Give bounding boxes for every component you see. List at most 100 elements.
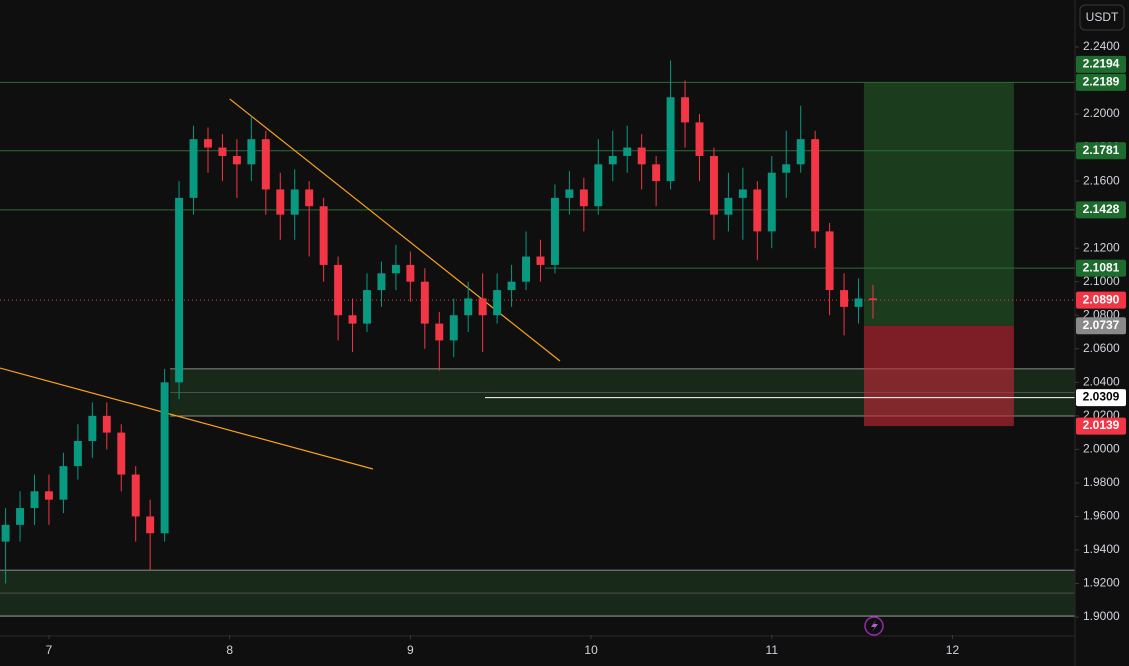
trend-line bbox=[0, 367, 374, 470]
price-label: 2.2194 bbox=[1083, 57, 1120, 71]
candle-body bbox=[840, 290, 849, 307]
price-label: 2.1081 bbox=[1083, 260, 1120, 274]
y-tick-label: 2.0400 bbox=[1083, 374, 1120, 388]
candle-body bbox=[348, 315, 357, 324]
candle-body bbox=[464, 298, 473, 316]
replay-icon[interactable] bbox=[864, 616, 884, 636]
candle-body bbox=[608, 155, 617, 165]
price-label: 2.0309 bbox=[1083, 390, 1120, 404]
candle-body bbox=[738, 189, 747, 198]
candle-body bbox=[16, 508, 25, 525]
candle-body bbox=[550, 197, 559, 265]
candle-body bbox=[117, 432, 126, 475]
candle-body bbox=[73, 440, 82, 467]
candle-body bbox=[536, 256, 545, 265]
candle-body bbox=[189, 139, 198, 198]
price-label: 2.2189 bbox=[1083, 75, 1120, 89]
candle-body bbox=[796, 139, 805, 165]
candle-body bbox=[782, 164, 791, 173]
price-label-box bbox=[1076, 142, 1126, 160]
candle-body bbox=[565, 189, 574, 198]
candle-body bbox=[391, 264, 400, 274]
candle-body bbox=[493, 290, 502, 316]
candle-body bbox=[218, 147, 227, 156]
candle-body bbox=[695, 122, 704, 156]
candle-body bbox=[637, 147, 646, 165]
y-tick-label: 2.1200 bbox=[1083, 240, 1120, 254]
candle-body bbox=[478, 298, 487, 316]
candle-body bbox=[247, 139, 256, 165]
price-label-box bbox=[1076, 259, 1126, 277]
y-tick-label: 2.0600 bbox=[1083, 341, 1120, 355]
y-tick-label: 1.9400 bbox=[1083, 542, 1120, 556]
candle-body bbox=[435, 323, 444, 341]
price-label-box bbox=[1076, 417, 1126, 435]
candle-body bbox=[88, 415, 97, 441]
price-label-box bbox=[1076, 317, 1126, 335]
profit-zone bbox=[863, 82, 1014, 326]
x-tick-label: 8 bbox=[226, 643, 233, 657]
price-label-box bbox=[1076, 73, 1126, 91]
candle-body bbox=[449, 315, 458, 341]
candle-body bbox=[290, 189, 299, 215]
candle-body bbox=[652, 164, 661, 182]
trend-line bbox=[229, 98, 561, 362]
candle-body bbox=[420, 281, 429, 324]
candle-body bbox=[666, 97, 675, 182]
y-tick-label: 1.9800 bbox=[1083, 475, 1120, 489]
candle-body bbox=[102, 415, 111, 433]
candle-body bbox=[319, 206, 328, 265]
candle-body bbox=[811, 139, 820, 232]
candle-body bbox=[175, 197, 184, 383]
price-label: 2.1428 bbox=[1083, 202, 1120, 216]
y-tick-label: 1.9000 bbox=[1083, 609, 1120, 623]
candle-body bbox=[131, 474, 140, 517]
x-tick-label: 12 bbox=[946, 643, 960, 657]
candle-body bbox=[276, 189, 285, 215]
candle-body bbox=[681, 97, 690, 123]
candle-body bbox=[753, 189, 762, 232]
candle-body bbox=[724, 197, 733, 215]
candle-body bbox=[825, 231, 834, 291]
candle-body bbox=[522, 256, 531, 282]
price-label-box bbox=[1076, 201, 1126, 219]
price-label-box bbox=[1076, 291, 1126, 309]
price-label: 2.0139 bbox=[1083, 418, 1120, 432]
icon-ring[interactable] bbox=[864, 616, 884, 636]
candle-body bbox=[30, 491, 39, 509]
candle-body bbox=[377, 273, 386, 291]
y-tick-label: 2.1000 bbox=[1083, 274, 1120, 288]
loss-zone bbox=[863, 325, 1014, 427]
currency[interactable]: USDT bbox=[1086, 10, 1119, 24]
candle-body bbox=[146, 516, 155, 534]
candle-body bbox=[1, 524, 10, 542]
x-tick-label: 11 bbox=[766, 643, 779, 657]
candle-body bbox=[767, 172, 776, 232]
candle-body bbox=[261, 139, 270, 190]
y-tick-label: 2.0000 bbox=[1083, 442, 1120, 456]
y-tick-label: 1.9600 bbox=[1083, 509, 1120, 523]
candle-body bbox=[579, 189, 588, 207]
x-tick-label: 10 bbox=[584, 643, 598, 657]
plot bbox=[0, 60, 1075, 617]
icon-bolt[interactable] bbox=[871, 620, 878, 632]
x-tick-label: 9 bbox=[407, 643, 414, 657]
candle-body bbox=[623, 147, 632, 156]
price-label-box bbox=[1076, 55, 1126, 73]
candle-body bbox=[709, 155, 718, 215]
candle-body bbox=[59, 466, 68, 500]
y-tick-label: 2.2000 bbox=[1083, 106, 1120, 120]
x-tick-label: 7 bbox=[46, 643, 53, 657]
currency-button[interactable] bbox=[1079, 4, 1125, 31]
price-label: 2.0890 bbox=[1083, 292, 1120, 306]
y-tick-label: 1.9200 bbox=[1083, 576, 1120, 590]
price-label: 2.1781 bbox=[1083, 143, 1120, 157]
price-axis: 1.90001.92001.94001.96001.98002.00002.02… bbox=[46, 39, 1126, 657]
candle-body bbox=[406, 264, 415, 282]
candle-body bbox=[44, 491, 53, 500]
candle-body bbox=[232, 155, 241, 165]
candle-body bbox=[854, 298, 863, 307]
y-tick-label: 2.1600 bbox=[1083, 173, 1120, 187]
